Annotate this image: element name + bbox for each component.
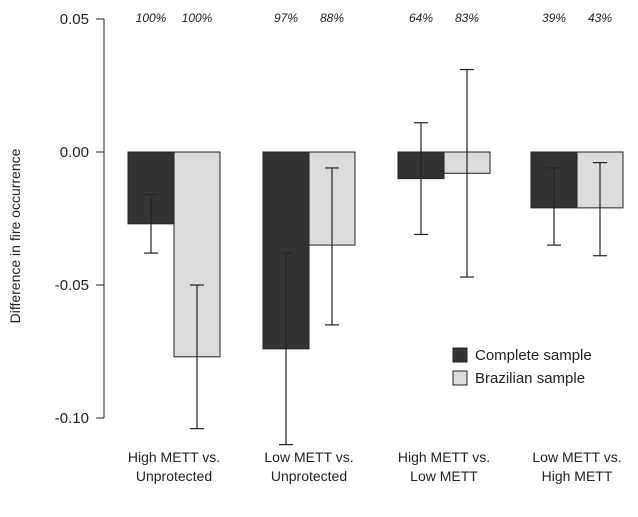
legend-label: Brazilian sample bbox=[475, 370, 585, 387]
error-bar bbox=[547, 167, 561, 246]
category-label: High METT vs. bbox=[398, 449, 490, 465]
category-label: Low METT vs. bbox=[264, 449, 353, 465]
error-bars-group bbox=[144, 68, 607, 446]
error-bar bbox=[593, 162, 607, 257]
percent-labels-group: 100% 97% 64% 39% 100% 88% 83% 43% bbox=[136, 11, 613, 25]
legend-swatch bbox=[452, 347, 468, 363]
percent-label: 39% bbox=[542, 11, 566, 25]
legend-swatch bbox=[452, 370, 468, 386]
error-bar bbox=[144, 193, 158, 254]
legend-item-brazilian: Brazilian sample bbox=[452, 370, 585, 387]
y-axis-title: Difference in fire occurrence bbox=[7, 148, 23, 323]
percent-label: 100% bbox=[136, 11, 167, 25]
error-bar bbox=[190, 284, 204, 430]
y-axis: 0.05 0.00 -0.05 -0.10 bbox=[55, 11, 105, 427]
percent-label: 83% bbox=[455, 11, 479, 25]
percent-label: 100% bbox=[182, 11, 213, 25]
category-label: High METT bbox=[542, 468, 613, 484]
error-bar bbox=[325, 167, 339, 326]
category-labels-group: High METT vs. Unprotected Low METT vs. Unpr… bbox=[128, 449, 622, 484]
y-tick-label: -0.10 bbox=[55, 410, 89, 427]
category-label: Unprotected bbox=[271, 468, 347, 484]
category-label: Unprotected bbox=[136, 468, 212, 484]
category-label: Low METT bbox=[410, 468, 478, 484]
bars-group bbox=[127, 151, 624, 358]
error-bar bbox=[460, 68, 474, 278]
percent-label: 88% bbox=[320, 11, 344, 25]
y-tick-label: -0.05 bbox=[55, 277, 89, 294]
category-label: High METT vs. bbox=[128, 449, 220, 465]
legend-item-complete: Complete sample bbox=[452, 347, 592, 364]
percent-label: 43% bbox=[588, 11, 612, 25]
y-tick-label: 0.05 bbox=[60, 11, 89, 28]
category-label: Low METT vs. bbox=[532, 449, 621, 465]
error-bar bbox=[414, 122, 428, 236]
percent-label: 64% bbox=[409, 11, 433, 25]
legend-label: Complete sample bbox=[475, 347, 592, 364]
y-tick-label: 0.00 bbox=[60, 144, 89, 161]
error-bar bbox=[279, 252, 293, 446]
percent-label: 97% bbox=[274, 11, 298, 25]
legend: Complete sample Brazilian sample bbox=[452, 347, 592, 387]
